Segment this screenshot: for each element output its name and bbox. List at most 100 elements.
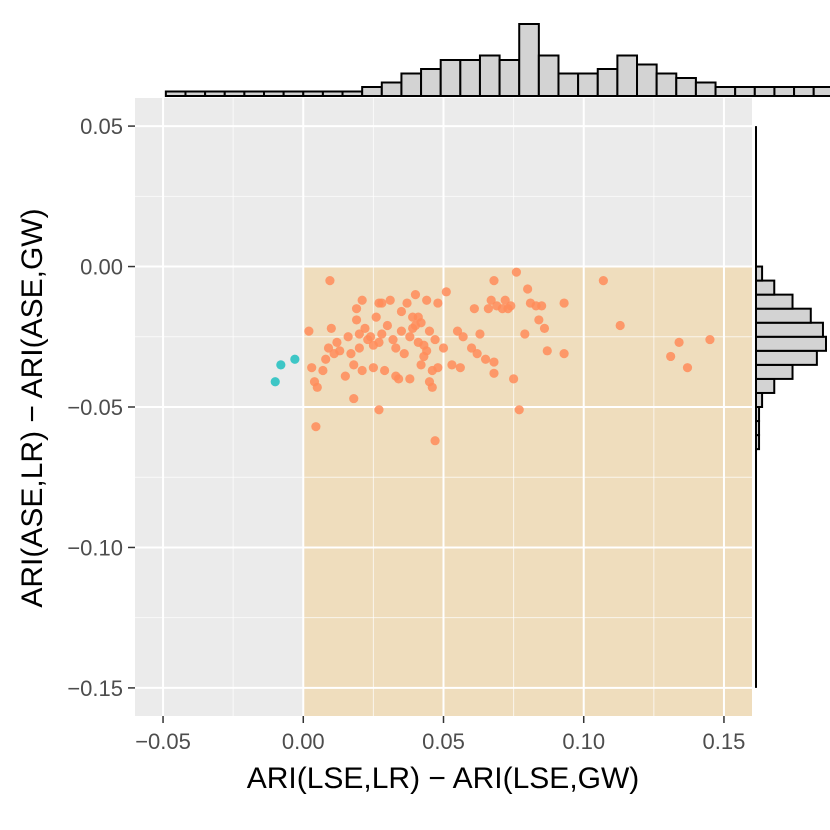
data-point (343, 332, 353, 342)
histogram-bar-x (282, 90, 305, 97)
y-axis-title: ARI(ASE,LR) − ARI(ASE,GW) (16, 208, 49, 607)
data-point (382, 320, 393, 331)
data-point (332, 337, 342, 347)
data-point (433, 363, 443, 373)
data-point (307, 363, 317, 373)
histogram-bar-x (263, 90, 285, 97)
data-point (447, 360, 457, 370)
y-tick-label: −0.10 (67, 535, 123, 560)
data-point (365, 332, 376, 342)
data-point (377, 329, 387, 339)
y-tick-label: 0.00 (80, 255, 123, 280)
histogram-bar-y (755, 265, 764, 282)
data-point (323, 343, 334, 353)
histogram-bar-y (755, 406, 761, 423)
histogram-bar-x (793, 86, 815, 97)
data-point (416, 318, 426, 328)
histogram-bar-y (755, 349, 818, 366)
data-point (441, 287, 451, 297)
x-tick-label: −0.05 (135, 729, 191, 754)
histogram-bar-x (812, 86, 830, 97)
data-point (349, 393, 359, 404)
histogram-bar-x (243, 90, 266, 97)
data-point (410, 290, 421, 300)
histogram-bar-y (755, 420, 761, 437)
data-point (335, 346, 345, 356)
data-point (318, 365, 328, 376)
data-point (674, 337, 684, 347)
major-gridlines (135, 98, 752, 716)
data-point (542, 346, 552, 356)
data-point (290, 354, 300, 364)
data-point (416, 360, 426, 370)
data-point (427, 382, 437, 392)
y-axis: 0.05 0.00 −0.05 −0.10 −0.15 (67, 114, 135, 701)
histogram-bar-y (755, 391, 764, 409)
data-point (380, 365, 390, 376)
data-point (276, 360, 286, 370)
data-point (705, 334, 715, 345)
data-point (346, 349, 356, 359)
data-point (351, 304, 362, 314)
data-point (374, 405, 384, 415)
data-point (354, 329, 364, 339)
data-point (391, 343, 401, 353)
marginal-y-histogram (755, 126, 827, 688)
data-point (368, 363, 378, 373)
y-tick-label: −0.05 (67, 395, 123, 420)
histogram-bar-x (420, 68, 442, 97)
data-points (270, 267, 715, 446)
histogram-bar-x (164, 90, 187, 97)
data-point (483, 304, 493, 314)
data-point (311, 422, 321, 432)
data-point (458, 332, 468, 342)
histogram-bar-x (753, 86, 776, 97)
data-point (321, 354, 331, 364)
x-axis-title: ARI(LSE,LR) − ARI(LSE,GW) (247, 762, 640, 795)
histogram-bar-x (223, 90, 246, 97)
histogram-bar-x (518, 23, 540, 97)
x-tick-label: 0.10 (562, 729, 605, 754)
data-point (480, 354, 491, 364)
histogram-bar-x (380, 81, 403, 97)
data-point (424, 326, 435, 336)
data-point (500, 295, 510, 305)
data-point (405, 332, 415, 342)
data-point (514, 405, 524, 415)
data-point (396, 306, 407, 317)
histogram-bar-x (537, 54, 560, 97)
data-point (511, 267, 522, 277)
data-point (534, 315, 544, 325)
histogram-bar-x (557, 72, 580, 97)
data-point (452, 326, 463, 336)
histogram-bar-x (577, 72, 599, 97)
data-point (396, 326, 407, 336)
histogram-bar-x (636, 63, 658, 97)
data-point (506, 301, 516, 311)
x-axis: −0.05 0.00 0.05 0.10 0.15 (135, 716, 745, 754)
histogram-bar-x (498, 59, 521, 97)
x-tick-label: 0.05 (422, 729, 465, 754)
data-point (438, 343, 449, 353)
data-point (469, 304, 479, 314)
x-tick-label: 0.00 (282, 729, 325, 754)
data-point (385, 295, 395, 305)
y-tick-label: 0.05 (80, 114, 123, 139)
data-point (520, 329, 530, 339)
data-point (486, 295, 496, 305)
marginal-x-histogram (164, 23, 830, 97)
data-point (340, 371, 350, 381)
data-point (489, 368, 499, 378)
data-point (430, 436, 440, 446)
data-point (472, 349, 482, 359)
data-point (312, 382, 322, 392)
histogram-bar-x (734, 86, 756, 97)
histogram-bar-x (400, 72, 423, 97)
data-point (509, 374, 519, 384)
histogram-bar-x (596, 68, 619, 97)
data-point (466, 343, 477, 353)
data-point (270, 377, 280, 387)
data-point (523, 284, 533, 294)
data-point (405, 374, 415, 384)
